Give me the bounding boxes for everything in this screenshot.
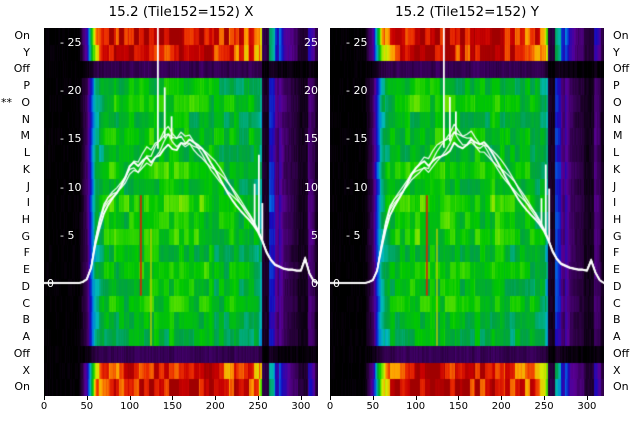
row-label-right-8: K [613, 162, 621, 176]
star-marker: ** [1, 96, 12, 110]
x-tick-label: 100 [120, 401, 140, 412]
value-tick-label: - 5 [60, 228, 75, 242]
row-label-right-1: Y [613, 45, 620, 59]
x-tick-mark [215, 396, 217, 400]
row-label-left-1: Y [23, 45, 30, 59]
x-tick-label: 100 [406, 401, 426, 412]
x-tick-label: 50 [366, 401, 380, 412]
row-label-left-20: X [22, 363, 30, 377]
row-label-right-9: J [613, 179, 617, 193]
row-label-left-9: J [26, 179, 30, 193]
row-label-left-2: Off [13, 62, 30, 76]
heatmap-canvas-y [330, 28, 604, 396]
row-label-right-17: B [613, 313, 621, 327]
row-label-left-13: F [23, 246, 30, 260]
row-label-right-21: On [613, 380, 629, 394]
value-tick-label: - 10 [346, 180, 368, 194]
row-label-right-5: N [613, 112, 622, 126]
x-tick-mark [330, 396, 331, 400]
row-label-right-12: G [613, 229, 622, 243]
heatmap-canvas-x [44, 28, 318, 396]
x-tick-label: 50 [80, 401, 94, 412]
value-tick-label: 0 [47, 277, 54, 290]
x-tick-label: 150 [448, 401, 468, 412]
x-tick-mark [501, 396, 503, 400]
row-label-right-0: On [613, 29, 629, 42]
row-label-left-4: O [21, 95, 30, 109]
x-tick-label: 200 [205, 401, 225, 412]
x-tick-label: 250 [248, 401, 268, 412]
row-label-left-17: B [22, 313, 30, 327]
row-label-left-0: On [14, 29, 30, 42]
row-label-left-19: Off [13, 346, 30, 360]
value-tick-label: - 5 [346, 228, 361, 242]
between-tick-label: 5 [311, 228, 318, 242]
x-tick-mark [300, 396, 302, 400]
row-label-left-21: On [14, 380, 30, 394]
value-tick-label: - 25 [346, 36, 368, 49]
x-tick-mark [544, 396, 546, 400]
row-label-right-2: Off [613, 62, 630, 76]
row-label-right-15: D [613, 279, 622, 293]
row-label-left-3: P [23, 79, 30, 93]
between-tick-label: 15 [304, 132, 318, 146]
value-tick-label: - 20 [346, 84, 368, 98]
row-label-right-13: F [613, 246, 620, 260]
x-tick-label: 250 [534, 401, 554, 412]
x-tick-mark [415, 396, 417, 400]
x-tick-label: 0 [326, 401, 334, 412]
row-label-left-18: A [22, 330, 30, 344]
row-label-right-16: C [613, 296, 621, 310]
x-tick-label: 0 [40, 401, 48, 412]
x-tick-mark [372, 396, 374, 400]
row-label-left-10: I [26, 196, 30, 210]
row-label-right-20: X [613, 363, 621, 377]
x-tick-label: 150 [162, 401, 182, 412]
x-tick-mark [44, 396, 45, 400]
row-label-left-8: K [22, 162, 30, 176]
x-tick-mark [258, 396, 260, 400]
x-tick-label: 300 [291, 401, 311, 412]
value-tick-label: - 15 [346, 132, 368, 146]
x-tick-label: 300 [577, 401, 597, 412]
value-tick-label: - 25 [60, 36, 82, 49]
row-label-left-16: C [22, 296, 30, 310]
row-label-left-5: N [21, 112, 30, 126]
between-tick-label: 10 [304, 180, 318, 194]
between-tick-label: 0 [311, 277, 318, 290]
x-tick-mark [586, 396, 588, 400]
row-label-left-12: G [21, 229, 30, 243]
row-label-right-4: O [613, 95, 622, 109]
row-label-right-10: I [613, 196, 617, 210]
row-label-right-11: H [613, 213, 622, 226]
value-tick-label: 0 [333, 277, 340, 290]
panel-title-y: 15.2 (Tile152=152) Y [395, 4, 539, 20]
panel-title-x: 15.2 (Tile152=152) X [108, 4, 254, 20]
row-label-left-7: L [23, 146, 30, 160]
between-tick-label: 25 [304, 36, 318, 49]
row-label-left-14: E [23, 263, 30, 277]
value-tick-label: - 10 [60, 180, 82, 194]
x-tick-mark [129, 396, 131, 400]
row-label-right-18: A [613, 330, 621, 344]
row-label-right-14: E [613, 263, 620, 277]
row-label-right-19: Off [613, 346, 630, 360]
x-tick-mark [172, 396, 174, 400]
x-tick-mark [86, 396, 88, 400]
row-label-left-15: D [21, 279, 30, 293]
x-tick-mark [458, 396, 460, 400]
row-label-left-6: M [20, 129, 31, 143]
between-tick-label: 20 [304, 84, 318, 98]
row-label-right-7: L [613, 146, 620, 160]
value-tick-label: - 20 [60, 84, 82, 98]
row-label-left-11: H [21, 213, 30, 226]
row-label-right-3: P [613, 79, 620, 93]
x-tick-label: 200 [491, 401, 511, 412]
value-tick-label: - 15 [60, 132, 82, 146]
row-label-right-6: M [613, 129, 623, 143]
